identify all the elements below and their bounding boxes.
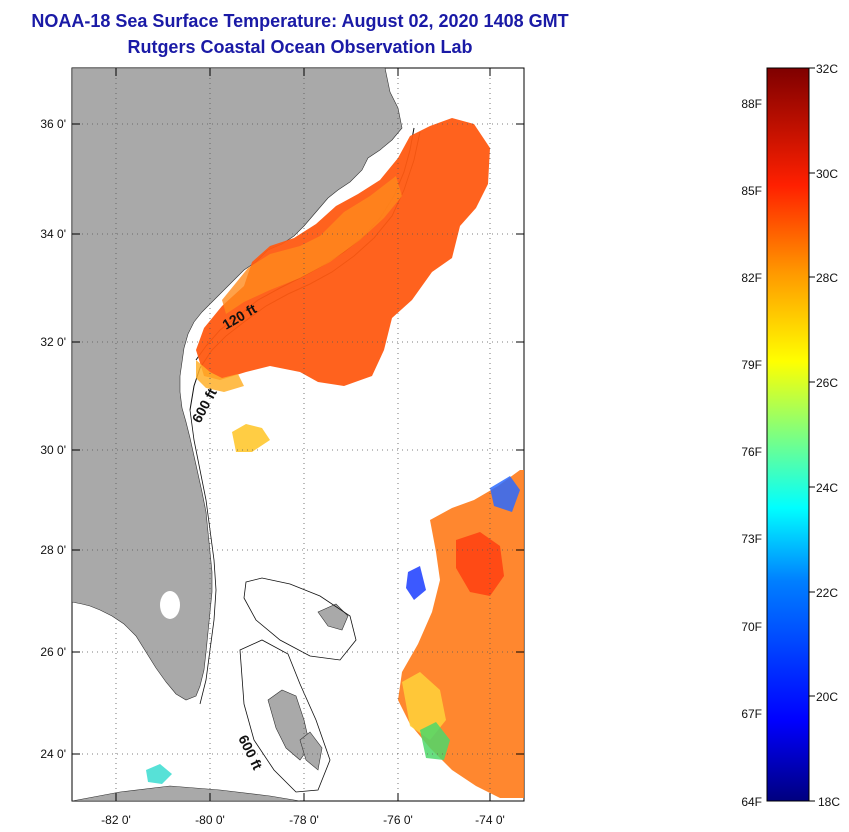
cb-f-79: 79F	[741, 358, 762, 372]
cb-c-26: 26C	[816, 376, 838, 390]
sst-swath-north-yellow	[196, 360, 244, 392]
title-line-2: Rutgers Coastal Ocean Observation Lab	[127, 37, 473, 57]
cb-f-85: 85F	[741, 184, 762, 198]
lake-okeechobee	[160, 591, 180, 619]
cb-c-28: 28C	[816, 271, 838, 285]
latitude-labels: 36 0' 34 0' 32 0' 30 0' 28 0' 26 0' 24 0…	[40, 117, 66, 761]
colorbar-celsius-ticks	[809, 67, 815, 802]
contour-bahamas-2	[239, 639, 331, 793]
lat-label-28: 28 0'	[40, 543, 66, 557]
lon-label-78: -78 0'	[289, 813, 319, 827]
contour-shelf-florida	[189, 409, 217, 705]
lon-label-80: -80 0'	[195, 813, 225, 827]
colorbar-celsius-labels: 32C 30C 28C 26C 24C 22C 20C 18C	[816, 62, 840, 809]
sst-patch-south-1	[232, 424, 270, 452]
map-title: NOAA-18 Sea Surface Temperature: August …	[0, 8, 600, 60]
land-cuba	[72, 785, 301, 801]
map-content: 120 ft 600 ft 600 ft	[72, 68, 524, 801]
map-border-ticks	[72, 68, 524, 801]
cb-c-30: 30C	[816, 167, 838, 181]
lat-label-30: 30 0'	[40, 443, 66, 457]
land-bahamas-2	[317, 603, 349, 631]
lat-label-24: 24 0'	[40, 747, 66, 761]
lat-label-26: 26 0'	[40, 645, 66, 659]
cb-f-70: 70F	[741, 620, 762, 634]
lat-label-32: 32 0'	[40, 335, 66, 349]
cb-f-73: 73F	[741, 532, 762, 546]
cb-c-24: 24C	[816, 481, 838, 495]
sst-swath-south-red	[456, 532, 504, 596]
sst-swath-south-green	[420, 722, 450, 760]
lat-label-36: 36 0'	[40, 117, 66, 131]
colorbar-fahrenheit-labels: 88F 85F 82F 79F 76F 73F 70F 67F 64F	[741, 97, 762, 809]
lon-label-76: -76 0'	[383, 813, 413, 827]
cb-c-20: 20C	[816, 690, 838, 704]
cb-f-88: 88F	[741, 97, 762, 111]
cb-f-82: 82F	[741, 271, 762, 285]
colorbar	[766, 67, 810, 802]
cb-f-76: 76F	[741, 445, 762, 459]
longitude-labels: -82 0' -80 0' -78 0' -76 0' -74 0'	[101, 813, 505, 827]
cb-c-32: 32C	[816, 62, 838, 76]
title-line-1: NOAA-18 Sea Surface Temperature: August …	[31, 11, 569, 31]
cb-c-22: 22C	[816, 586, 838, 600]
lon-label-74: -74 0'	[475, 813, 505, 827]
lon-label-82: -82 0'	[101, 813, 131, 827]
sst-swath-south-blue-2	[490, 476, 520, 512]
cb-f-67: 67F	[741, 707, 762, 721]
land-us-coast	[72, 68, 403, 701]
sst-patch-cuba	[146, 764, 172, 784]
sst-swath-south-blue	[406, 566, 426, 600]
map-grid	[72, 68, 524, 801]
lat-label-34: 34 0'	[40, 227, 66, 241]
land-bahamas-3	[299, 731, 323, 771]
contour-bahamas	[243, 577, 357, 661]
cb-c-18: 18C	[818, 795, 840, 809]
sst-swath-north-warm	[222, 176, 402, 314]
cb-f-64: 64F	[741, 795, 762, 809]
